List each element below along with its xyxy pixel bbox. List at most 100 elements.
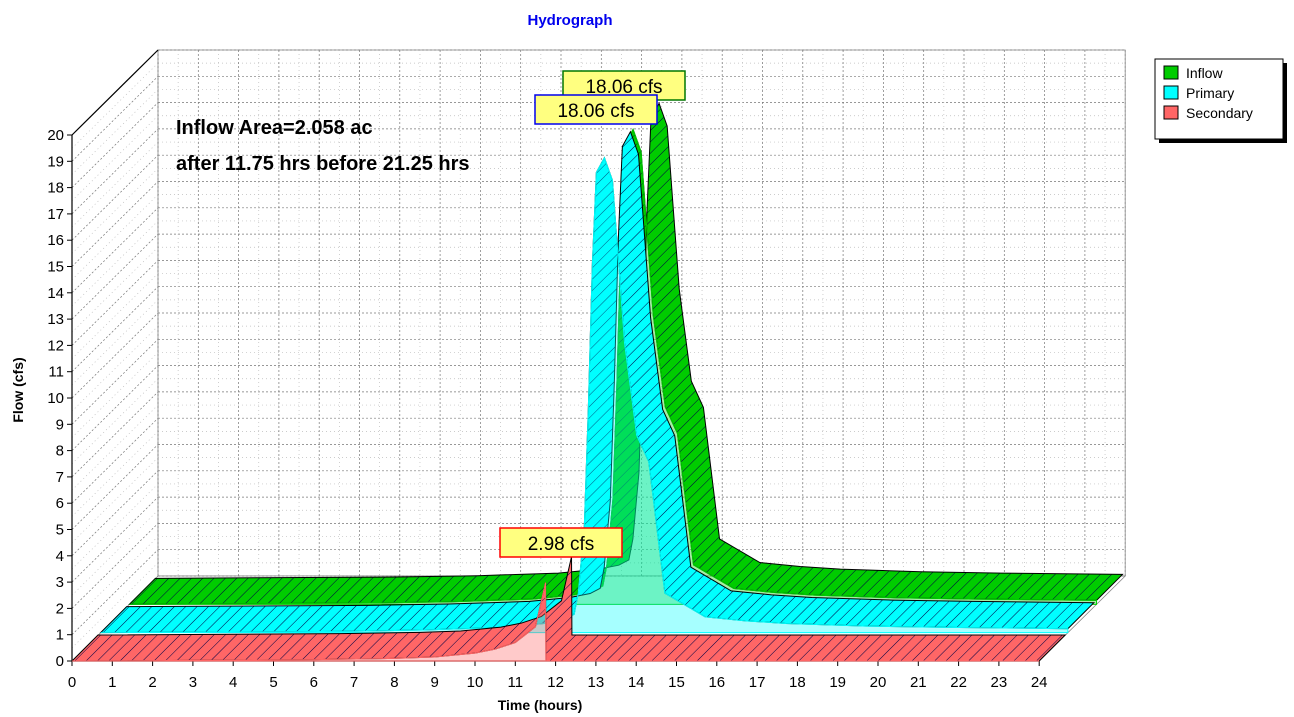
y-tick-label: 0 bbox=[56, 653, 64, 670]
legend-swatch-inflow bbox=[1163, 65, 1179, 80]
y-tick-label: 8 bbox=[56, 443, 64, 460]
y-tick-label: 15 bbox=[47, 259, 64, 276]
series-face-inflow bbox=[129, 128, 1098, 605]
y-tick-label: 11 bbox=[48, 364, 64, 381]
legend: Inflow Primary Secondary bbox=[1154, 58, 1287, 143]
legend-label-primary: Primary bbox=[1186, 85, 1234, 101]
y-tick-label: 6 bbox=[56, 495, 64, 512]
grid-line-side bbox=[71, 76, 159, 162]
peak-callout-primary: 18.06 cfs bbox=[557, 101, 634, 122]
series-face-secondary bbox=[71, 582, 1040, 662]
grid-line-side bbox=[71, 523, 159, 609]
legend-label-inflow: Inflow bbox=[1186, 65, 1223, 81]
grid-line-side bbox=[71, 417, 159, 504]
x-tick-label: 2 bbox=[148, 674, 156, 691]
y-tick-label: 20 bbox=[47, 127, 64, 144]
x-tick-label: 9 bbox=[431, 674, 439, 691]
y-tick-label: 13 bbox=[47, 311, 64, 328]
x-tick-label: 22 bbox=[950, 674, 967, 691]
peak-callouts: 18.06 cfs 18.06 cfs 2.98 cfs bbox=[499, 70, 686, 558]
grid-line-side bbox=[71, 233, 159, 320]
legend-label-secondary: Secondary bbox=[1186, 105, 1253, 121]
x-tick-label: 20 bbox=[870, 674, 887, 691]
x-tick-label: 18 bbox=[789, 674, 806, 691]
x-tick-label: 4 bbox=[229, 674, 237, 691]
y-tick-label: 12 bbox=[47, 337, 64, 354]
legend-items: Inflow Primary Secondary bbox=[1163, 65, 1253, 121]
grid-line-side bbox=[71, 128, 159, 215]
grid-line-side bbox=[71, 431, 159, 517]
x-tick-label: 15 bbox=[668, 674, 685, 691]
grid-lines bbox=[71, 49, 1126, 662]
x-tick-label: 8 bbox=[390, 674, 398, 691]
grid-line-side bbox=[71, 496, 159, 583]
grid-line-side bbox=[71, 312, 159, 399]
grid-line-side bbox=[71, 115, 159, 201]
y-tick-label: 10 bbox=[47, 390, 64, 407]
annotation-area: Inflow Area=2.058 ac bbox=[176, 117, 373, 139]
x-tick-label: 7 bbox=[350, 674, 358, 691]
y-tick-label: 5 bbox=[56, 522, 64, 539]
y-tick-label: 9 bbox=[56, 416, 64, 433]
grid-line-side bbox=[71, 391, 159, 478]
legend-swatch-primary bbox=[1163, 85, 1179, 100]
grid-line-side bbox=[71, 470, 159, 557]
peak-callout-box-primary bbox=[534, 94, 658, 125]
x-tick-label: 0 bbox=[68, 674, 76, 691]
y-tick-label: 18 bbox=[47, 180, 64, 197]
grid-line-side bbox=[71, 562, 159, 649]
grid-line-side bbox=[71, 141, 159, 228]
grid-line-side bbox=[71, 207, 159, 294]
grid-line-side bbox=[71, 154, 159, 241]
grid-line-side bbox=[71, 299, 159, 386]
grid-line-side bbox=[71, 168, 159, 254]
grid-line-side bbox=[71, 273, 159, 359]
y-tick-label: 4 bbox=[56, 548, 64, 565]
y-tick-label: 16 bbox=[47, 232, 64, 249]
depth-edge bbox=[71, 49, 159, 136]
x-tick-label: 11 bbox=[508, 674, 524, 691]
grid-line-side bbox=[71, 62, 159, 149]
annotation-window: after 11.75 hrs before 21.25 hrs bbox=[176, 153, 470, 175]
grid-line-side bbox=[71, 102, 159, 188]
grid-line-side bbox=[71, 378, 159, 464]
grid-line-side bbox=[71, 404, 159, 491]
legend-swatch-secondary bbox=[1163, 105, 1179, 120]
x-axis-title: Time (hours) bbox=[498, 697, 583, 713]
x-tick-label: 17 bbox=[749, 674, 766, 691]
y-tick-label: 2 bbox=[56, 600, 64, 617]
chart-title: Hydrograph bbox=[527, 12, 612, 29]
grid-line-side bbox=[71, 194, 159, 280]
x-tick-label: 19 bbox=[829, 674, 846, 691]
y-tick-label: 3 bbox=[56, 574, 64, 591]
x-tick-label: 12 bbox=[547, 674, 564, 691]
peak-callout-box-secondary bbox=[499, 527, 623, 558]
y-tick-label: 1 bbox=[56, 627, 64, 644]
x-tick-label: 1 bbox=[108, 674, 116, 691]
grid-line-side bbox=[71, 325, 159, 412]
x-tick-label: 13 bbox=[588, 674, 605, 691]
y-tick-label: 17 bbox=[47, 206, 64, 223]
x-tick-label: 10 bbox=[467, 674, 484, 691]
y-tick-label: 14 bbox=[47, 285, 64, 302]
grid-line-side bbox=[71, 339, 159, 425]
grid-line-side bbox=[71, 89, 159, 175]
grid-line-side bbox=[71, 549, 159, 635]
x-tick-label: 6 bbox=[310, 674, 318, 691]
grid-line-side bbox=[71, 247, 159, 333]
peak-callout-secondary: 2.98 cfs bbox=[528, 534, 595, 555]
x-tick-label: 3 bbox=[189, 674, 197, 691]
grid-line-side bbox=[71, 365, 159, 451]
x-tick-label: 16 bbox=[708, 674, 725, 691]
grid-line-side bbox=[71, 220, 159, 307]
x-tick-label: 5 bbox=[269, 674, 277, 691]
x-tick-label: 23 bbox=[991, 674, 1008, 691]
grid-line-side bbox=[71, 483, 159, 570]
grid-line-side bbox=[71, 286, 159, 372]
x-tick-label: 21 bbox=[910, 674, 927, 691]
y-tick-label: 7 bbox=[56, 469, 64, 486]
x-tick-label: 14 bbox=[628, 674, 645, 691]
grid-line-side bbox=[71, 260, 159, 346]
